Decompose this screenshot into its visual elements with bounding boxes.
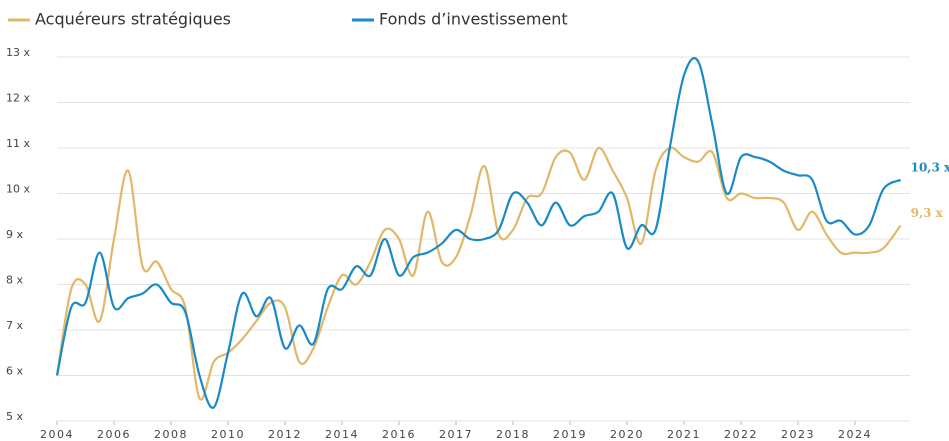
- x-tick-label: 2016: [382, 428, 416, 441]
- x-tick-label: 2017: [439, 428, 473, 441]
- x-tick-label: 2022: [724, 428, 758, 441]
- y-tick-label: 13 x: [6, 46, 30, 59]
- legend-label: Acquéreurs stratégiques: [35, 10, 231, 29]
- x-tick-label: 2010: [211, 428, 245, 441]
- x-tick-label: 2021: [667, 428, 701, 441]
- series-line: [55, 146, 902, 401]
- y-tick-label: 7 x: [6, 319, 23, 332]
- x-tick-label: 2018: [496, 428, 530, 441]
- y-tick-label: 9 x: [6, 228, 23, 241]
- x-tick-label: 2024: [838, 428, 872, 441]
- x-tick-label: 2008: [154, 428, 188, 441]
- value-label: 10,3 x: [911, 160, 949, 174]
- value-label: 9,3 x: [911, 206, 944, 220]
- y-tick-label: 10 x: [6, 183, 30, 196]
- x-tick-label: 2012: [268, 428, 302, 441]
- legend-label: Fonds d’investissement: [379, 10, 568, 29]
- x-tick-label: 2014: [325, 428, 359, 441]
- x-tick-label: 2023: [781, 428, 815, 441]
- series-line: [55, 57, 902, 409]
- x-tick-label: 2019: [553, 428, 587, 441]
- y-tick-label: 6 x: [6, 365, 23, 378]
- y-tick-label: 12 x: [6, 92, 30, 105]
- y-tick-label: 11 x: [6, 137, 30, 150]
- x-tick-label: 2020: [610, 428, 644, 441]
- x-tick-label: 2006: [97, 428, 131, 441]
- x-tick-label: 2004: [40, 428, 74, 441]
- y-tick-label: 8 x: [6, 274, 23, 287]
- y-tick-label: 5 x: [6, 410, 23, 423]
